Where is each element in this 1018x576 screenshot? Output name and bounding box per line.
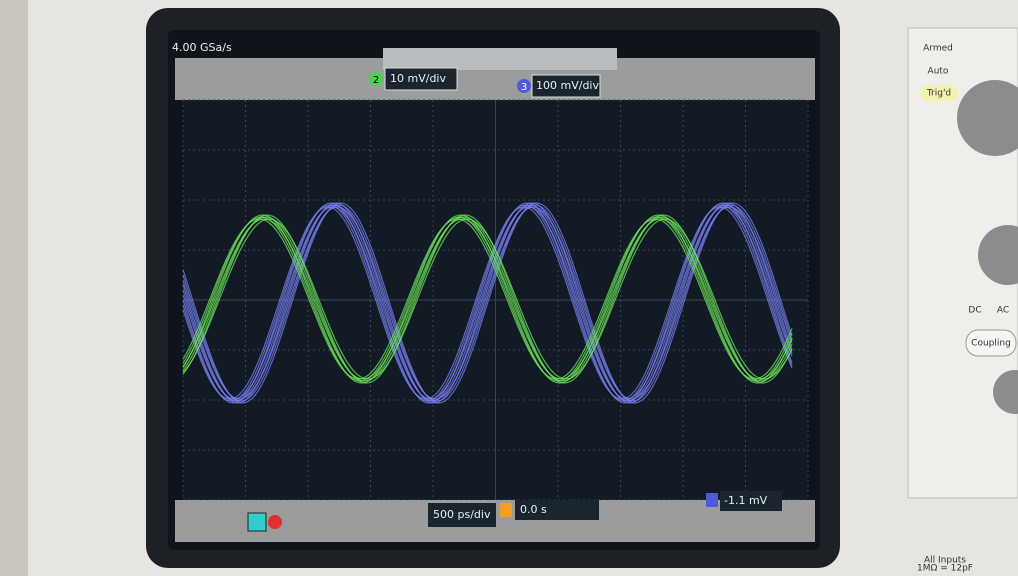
coupling-ac: AC [997,306,1009,316]
status-trigd: Trig'd [926,89,951,99]
sample-rate: 4.00 GSa/s [172,41,232,54]
timebase: 500 ps/div [433,508,491,521]
delay: 0.0 s [520,503,547,516]
coupling-dc: DC [968,306,981,316]
page: {"screen": {"sample_rate": "4.00 GSa/s",… [0,0,1018,576]
ch3-number: 3 [521,82,527,93]
coupling-label: Coupling [971,339,1011,349]
wall [0,0,30,576]
trigger-icon [706,493,718,507]
ch2-number: 2 [373,75,379,86]
graticule [183,100,808,500]
ch2-scale: 10 mV/div [390,72,446,85]
stop-icon[interactable] [268,515,282,529]
trigger-level: -1.1 mV [724,494,768,507]
delay-icon [500,503,512,517]
run-icon[interactable] [248,513,266,531]
note-impedance: 1MΩ = 12pF [917,564,973,574]
ch3-scale: 100 mV/div [536,79,599,92]
overview-bar [383,48,617,70]
status-auto: Auto [928,67,949,77]
status-armed: Armed [923,44,953,54]
scene: 4.00 GSa/s 2 10 mV/div 3 100 mV/div 500 … [0,0,1018,576]
